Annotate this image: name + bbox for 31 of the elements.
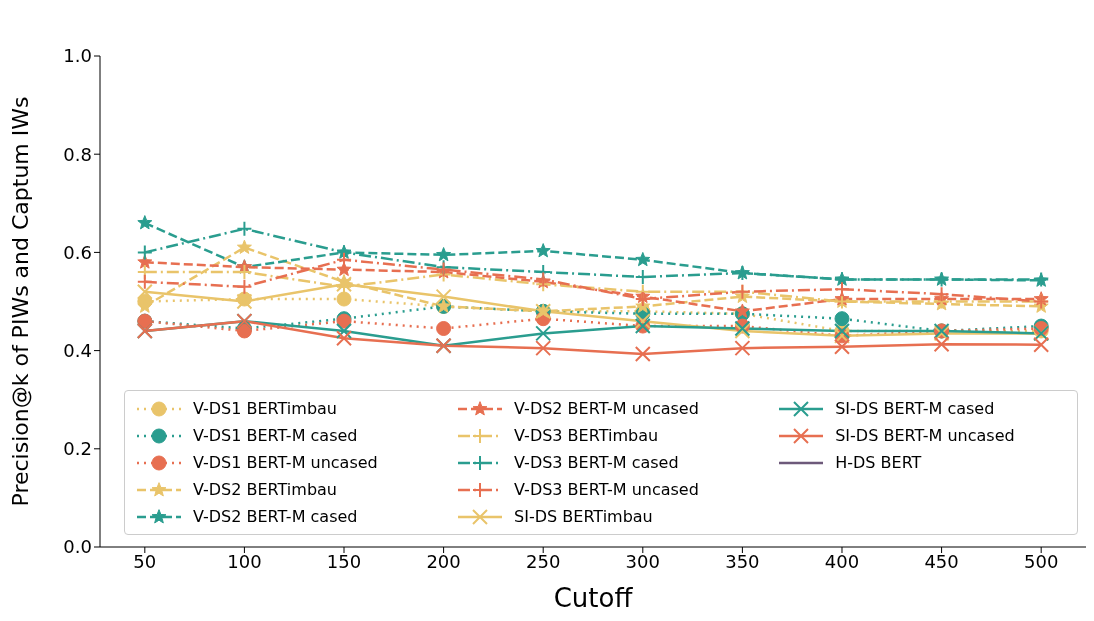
y-axis-title: Precision@k of PIWs and Captum IWs [7, 96, 33, 507]
y-tick-label: 1.0 [63, 45, 92, 67]
x-tick-label: 100 [227, 550, 262, 572]
x-tick-label: 350 [725, 550, 760, 572]
y-tick-label: 0.8 [63, 143, 92, 165]
legend-label: V-DS2 BERTimbau [193, 480, 337, 499]
legend-label: SI-DS BERT-M cased [835, 399, 995, 418]
x-tick-label: 500 [1024, 550, 1059, 572]
legend-label: V-DS1 BERT-M cased [193, 426, 358, 445]
legend-label: V-DS3 BERTimbau [514, 426, 659, 445]
legend-label: V-DS3 BERT-M uncased [514, 480, 699, 499]
y-tick-label: 0.2 [63, 438, 92, 460]
x-tick-label: 50 [133, 550, 157, 572]
x-tick-label: 400 [824, 550, 860, 572]
x-axis-title: Cutoff [553, 583, 634, 613]
y-tick-label: 0.4 [63, 339, 92, 361]
x-tick-label: 250 [526, 550, 561, 572]
legend-label: V-DS1 BERT-M uncased [193, 453, 378, 472]
legend-label: H-DS BERT [835, 453, 922, 472]
legend-label: V-DS2 BERT-M cased [193, 507, 358, 526]
x-tick-label: 200 [426, 550, 461, 572]
x-tick-label: 450 [924, 550, 959, 572]
legend-label: V-DS1 BERTimbau [193, 399, 337, 418]
legend-label: SI-DS BERT-M uncased [835, 426, 1015, 445]
y-tick-label: 0.0 [63, 536, 92, 558]
legend-label: V-DS2 BERT-M uncased [514, 399, 699, 418]
legend-label: V-DS3 BERT-M cased [514, 453, 679, 472]
legend-label: SI-DS BERTimbau [514, 507, 653, 526]
y-tick-label: 0.6 [63, 241, 92, 263]
x-tick-label: 300 [625, 550, 660, 572]
x-tick-label: 150 [326, 550, 362, 572]
